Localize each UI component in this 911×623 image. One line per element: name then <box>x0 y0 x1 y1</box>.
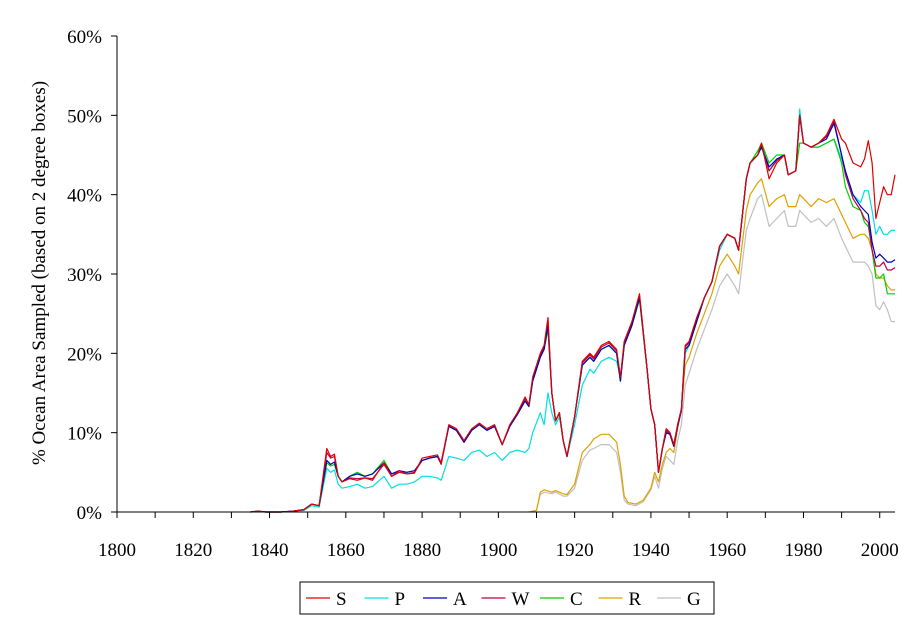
y-axis-ticks: 0% 10% 20% 30% 40% 50% 60% <box>67 27 117 524</box>
legend-label-p: P <box>395 589 406 610</box>
x-tick-label: 1860 <box>327 540 365 561</box>
series-line-s <box>250 114 896 513</box>
legend-label-c: C <box>570 589 583 610</box>
legend-label-w: W <box>512 589 530 610</box>
axes: 0% 10% 20% 30% 40% 50% 60% 1800 1820 1840 1860 188… <box>67 27 899 561</box>
x-tick-label: 1800 <box>98 540 136 561</box>
x-tick-label: 1940 <box>632 540 670 561</box>
series-line-g <box>528 194 895 513</box>
x-tick-label: 1920 <box>556 540 594 561</box>
y-tick-label: 40% <box>67 186 102 207</box>
x-tick-label: 1980 <box>784 540 822 561</box>
x-tick-label: 1880 <box>403 540 441 561</box>
legend-label-a: A <box>453 589 467 610</box>
series-line-w <box>250 114 896 513</box>
series-line-r <box>528 178 895 513</box>
y-tick-label: 20% <box>67 344 102 365</box>
x-axis-ticks: 1800 1820 1840 1860 1880 1900 1920 1940 1960 1980… <box>98 512 899 561</box>
plot-area <box>250 108 896 513</box>
legend-label-r: R <box>629 589 642 610</box>
y-axis-title: % Ocean Area Sampled (based on 2 degree … <box>29 81 50 465</box>
y-tick-label: 30% <box>67 265 102 286</box>
y-tick-label: 10% <box>67 424 102 445</box>
y-tick-label: 60% <box>67 27 102 48</box>
series-line-c <box>250 138 895 513</box>
y-tick-label: 50% <box>67 106 102 127</box>
y-tick-label: 0% <box>77 503 103 524</box>
x-tick-label: 1960 <box>708 540 746 561</box>
x-tick-label: 1840 <box>251 540 289 561</box>
x-tick-label: 1900 <box>479 540 517 561</box>
series-line-p <box>250 108 895 513</box>
x-tick-label: 1820 <box>174 540 212 561</box>
legend-box <box>299 581 715 615</box>
legend-label-g: G <box>687 589 701 610</box>
x-tick-label: 2000 <box>861 540 899 561</box>
series-line-a <box>250 114 896 513</box>
legend-label-s: S <box>336 589 347 610</box>
